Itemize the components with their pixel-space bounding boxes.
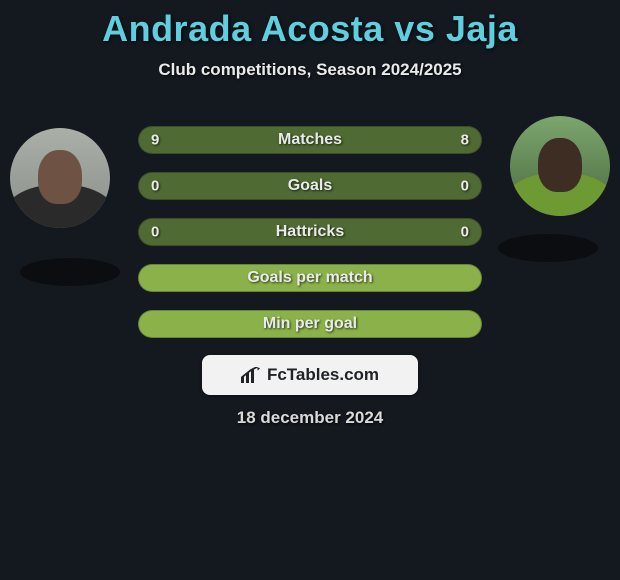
page-title: Andrada Acosta vs Jaja	[0, 0, 620, 50]
stat-bar: Matches 9 8	[138, 126, 482, 154]
brand-badge: FcTables.com	[202, 355, 418, 395]
avatar-shadow-right	[498, 234, 598, 262]
chart-icon	[241, 367, 261, 383]
stat-label: Goals per match	[247, 269, 372, 287]
player-avatar-right	[510, 116, 610, 216]
stat-label: Goals	[288, 177, 332, 195]
avatar-head	[538, 138, 582, 192]
stat-bar: Min per goal	[138, 310, 482, 338]
stat-value-right: 0	[461, 178, 469, 195]
stat-bar: Hattricks 0 0	[138, 218, 482, 246]
page-subtitle: Club competitions, Season 2024/2025	[0, 60, 620, 80]
stat-value-left: 0	[151, 178, 159, 195]
stats-bars: Matches 9 8 Goals 0 0 Hattricks 0 0 Goals per mat…	[138, 126, 482, 356]
footer-date: 18 december 2024	[0, 408, 620, 428]
stat-label: Matches	[278, 131, 342, 149]
player-avatar-left	[10, 128, 110, 228]
stat-bar: Goals per match	[138, 264, 482, 292]
stat-label: Hattricks	[276, 223, 344, 241]
stat-value-right: 8	[461, 132, 469, 149]
stat-bar: Goals 0 0	[138, 172, 482, 200]
stat-value-left: 9	[151, 132, 159, 149]
avatar-shadow-left	[20, 258, 120, 286]
stat-label: Min per goal	[263, 315, 357, 333]
brand-label: FcTables.com	[267, 365, 379, 385]
stat-value-right: 0	[461, 224, 469, 241]
avatar-head	[38, 150, 82, 204]
stat-value-left: 0	[151, 224, 159, 241]
